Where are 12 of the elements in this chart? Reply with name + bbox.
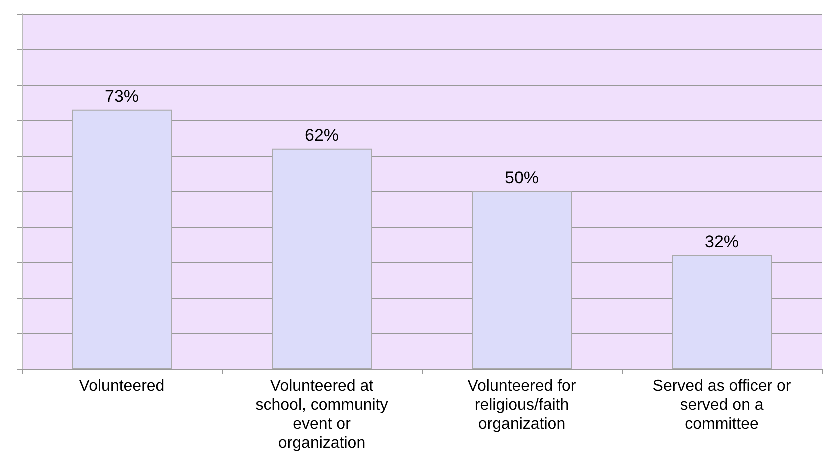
bar: [472, 192, 572, 369]
x-tick-label: Served as officer or served on a committee: [652, 378, 792, 433]
x-tick-label: Volunteered at school, community event or organization: [256, 378, 388, 452]
bar: [272, 148, 372, 369]
bar: [72, 110, 172, 369]
data-label: 62%: [304, 126, 340, 145]
x-tick-label: Volunteered: [79, 378, 165, 395]
bar: [672, 255, 772, 369]
data-label: 73%: [104, 86, 140, 106]
data-label: 50%: [504, 168, 540, 188]
data-label: 32%: [704, 232, 740, 252]
x-tick-label: Volunteered for religious/faith organization: [468, 378, 577, 433]
